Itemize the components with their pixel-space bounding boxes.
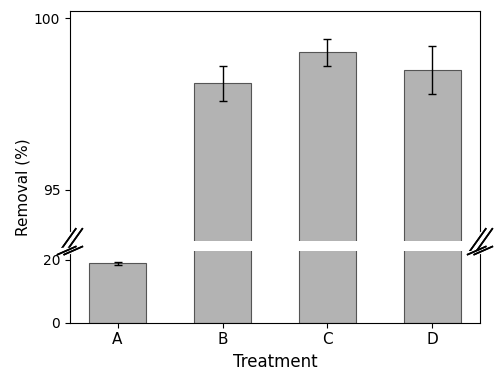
- Bar: [88, 263, 146, 322]
- Bar: [194, 16, 252, 322]
- Bar: [480, 232, 498, 251]
- Bar: [480, 248, 498, 254]
- Bar: [52, 248, 70, 254]
- Text: Removal (%): Removal (%): [15, 139, 30, 236]
- Bar: [298, 53, 356, 375]
- X-axis label: Treatment: Treatment: [232, 353, 318, 371]
- Bar: [298, 13, 356, 322]
- Bar: [404, 14, 462, 322]
- Bar: [404, 70, 462, 375]
- Bar: [52, 232, 70, 251]
- Bar: [194, 83, 252, 375]
